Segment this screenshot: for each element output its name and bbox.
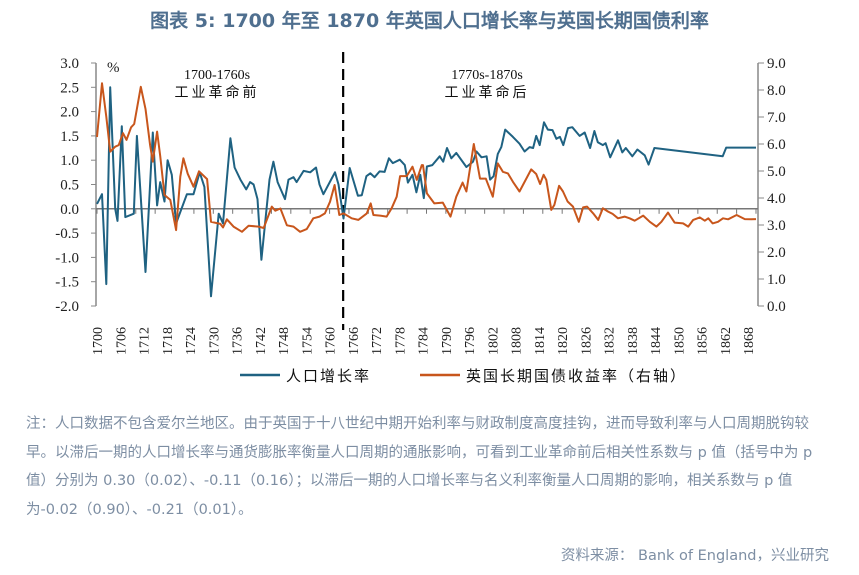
left-tick-label: 0.5 xyxy=(60,178,79,194)
left-tick-label: 1.0 xyxy=(60,153,79,169)
legend-label: 人口增长率 xyxy=(286,368,371,385)
x-tick-label: 1742 xyxy=(254,327,269,355)
x-tick-label: 1778 xyxy=(393,327,408,355)
right-tick-label: 2.0 xyxy=(767,245,786,261)
x-tick-label: 1784 xyxy=(417,327,432,355)
x-tick-label: 1808 xyxy=(510,327,525,355)
right-tick-label: 3.0 xyxy=(767,218,786,234)
x-tick-label: 1838 xyxy=(626,327,641,355)
x-tick-label: 1712 xyxy=(138,327,153,355)
left-tick-label: 2.5 xyxy=(60,80,79,96)
right-tick-label: 0.0 xyxy=(767,299,786,315)
left-tick-label: -0.5 xyxy=(55,226,79,242)
x-tick-label: 1754 xyxy=(300,327,315,355)
x-tick-label: 1868 xyxy=(742,327,757,355)
right-tick-label: 8.0 xyxy=(767,83,786,99)
x-tick-label: 1826 xyxy=(579,327,594,355)
x-tick-label: 1844 xyxy=(649,327,664,355)
x-tick-label: 1832 xyxy=(603,327,618,355)
right-tick-label: 6.0 xyxy=(767,137,786,153)
chart-title: 图表 5: 1700 年至 1870 年英国人口增长率与英国长期国债利率 xyxy=(150,10,709,32)
x-tick-label: 1790 xyxy=(440,327,455,355)
x-tick-label: 1718 xyxy=(161,327,176,355)
right-tick-label: 9.0 xyxy=(767,56,786,72)
right-tick-label: 4.0 xyxy=(767,191,786,207)
period-annotation-range: 1770s-1870s xyxy=(451,68,523,83)
x-tick-label: 1706 xyxy=(114,327,129,355)
left-tick-label: 3.0 xyxy=(60,56,79,72)
series-line-population-growth xyxy=(96,86,756,298)
x-tick-label: 1736 xyxy=(231,327,246,355)
series-line-bond-yield xyxy=(96,82,757,233)
x-tick-label: 1724 xyxy=(184,327,199,355)
left-unit-label: % xyxy=(107,60,120,76)
x-tick-label: 1748 xyxy=(277,327,292,355)
x-tick-label: 1772 xyxy=(370,327,385,355)
x-tick-label: 1856 xyxy=(696,327,711,355)
x-tick-label: 1796 xyxy=(463,327,478,355)
series-lines xyxy=(96,82,757,298)
left-tick-label: -1.5 xyxy=(55,275,79,291)
right-tick-label: 7.0 xyxy=(767,110,786,126)
period-annotation-range: 1700-1760s xyxy=(184,68,250,83)
x-tick-label: 1730 xyxy=(207,327,222,355)
period-annotation-label: 工业革命后 xyxy=(445,84,530,101)
x-tick-label: 1820 xyxy=(556,327,571,355)
left-tick-label: -2.0 xyxy=(55,299,79,315)
x-tick-label: 1700 xyxy=(91,327,106,355)
legend-label: 英国长期国债收益率（右轴） xyxy=(466,367,687,385)
left-tick-label: -1.0 xyxy=(55,250,79,266)
x-tick-label: 1814 xyxy=(533,327,548,355)
x-tick-label: 1862 xyxy=(719,327,734,355)
left-tick-label: 2.0 xyxy=(60,105,79,121)
left-tick-label: 1.5 xyxy=(60,129,79,145)
footnote: 注：人口数据不包含爱尔兰地区。由于英国于十八世纪中期开始利率与财政制度高度挂钩，… xyxy=(26,416,813,518)
x-tick-label: 1760 xyxy=(324,327,339,355)
right-tick-label: 1.0 xyxy=(767,272,786,288)
line-chart: 3.0 2.5 2.0 1.5 1.0 0.5 0.0 -0.5 -1.0 -1.5 -2.0% 9.… xyxy=(55,52,786,385)
right-tick-label: 5.0 xyxy=(767,164,786,180)
x-tick-label: 1850 xyxy=(672,327,687,355)
legend: 人口增长率 英国长期国债收益率（右轴） xyxy=(240,367,687,385)
period-annotation-label: 工业革命前 xyxy=(175,84,260,101)
source-text: 资料来源： Bank of England，兴业研究 xyxy=(560,548,829,564)
x-tick-label: 1766 xyxy=(347,327,362,355)
x-tick-label: 1802 xyxy=(486,327,501,355)
left-tick-label: 0.0 xyxy=(60,202,79,218)
axes: 3.0 2.5 2.0 1.5 1.0 0.5 0.0 -0.5 -1.0 -1.5 -2.0% 9.… xyxy=(55,52,786,355)
